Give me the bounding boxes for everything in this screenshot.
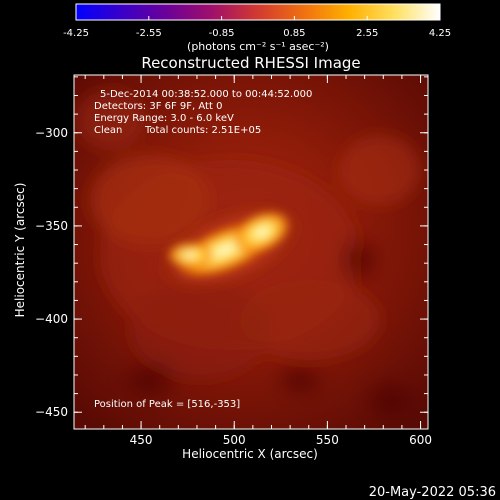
colorbar-tick-label: -2.55 [136, 28, 162, 39]
y-tick-labels: −300 −350 −400 −450 [35, 126, 68, 419]
colorbar [75, 3, 441, 21]
x-axis-label: Heliocentric X (arcsec) [182, 447, 318, 461]
footer-timestamp: 20-May-2022 05:36 [369, 485, 496, 500]
y-axis-label: Heliocentric Y (arcsec) [13, 183, 27, 318]
axis-ticks [74, 75, 428, 429]
peak-position-text: Position of Peak = [516,-353] [94, 399, 240, 410]
time-range-text: 5-Dec-2014 00:38:52.000 to 00:44:52.000 [100, 89, 312, 100]
x-tick-label: 550 [316, 433, 339, 447]
colorbar-tick-label: 4.25 [429, 28, 451, 39]
total-counts-text: Total counts: 2.51E+05 [144, 125, 261, 136]
y-tick-label: −300 [35, 126, 68, 140]
plot-frame [73, 74, 429, 430]
y-tick-label: −400 [35, 312, 68, 326]
image-title: Reconstructed RHESSI Image [141, 54, 360, 72]
colorbar-tick-label: 0.85 [283, 28, 305, 39]
energy-range-text: Energy Range: 3.0 - 6.0 keV [94, 113, 234, 124]
y-tick-label: −450 [35, 405, 68, 419]
colorbar-tick-label: -4.25 [63, 28, 89, 39]
colorbar-ticks: -4.25 -2.55 -0.85 0.85 2.55 4.25 [63, 16, 451, 39]
x-tick-labels: 450 500 550 600 [130, 433, 432, 447]
colorbar-unit-label: (photons cm⁻² s⁻¹ asec⁻²) [187, 40, 329, 53]
x-tick-label: 600 [409, 433, 432, 447]
solar-image [74, 75, 428, 429]
colorbar-tick-label: -0.85 [209, 28, 235, 39]
x-tick-label: 500 [223, 433, 246, 447]
clean-text: Clean [94, 125, 122, 136]
x-tick-label: 450 [130, 433, 153, 447]
detectors-text: Detectors: 3F 6F 9F, Att 0 [94, 101, 222, 112]
y-tick-label: −350 [35, 219, 68, 233]
colorbar-tick-label: 2.55 [356, 28, 378, 39]
